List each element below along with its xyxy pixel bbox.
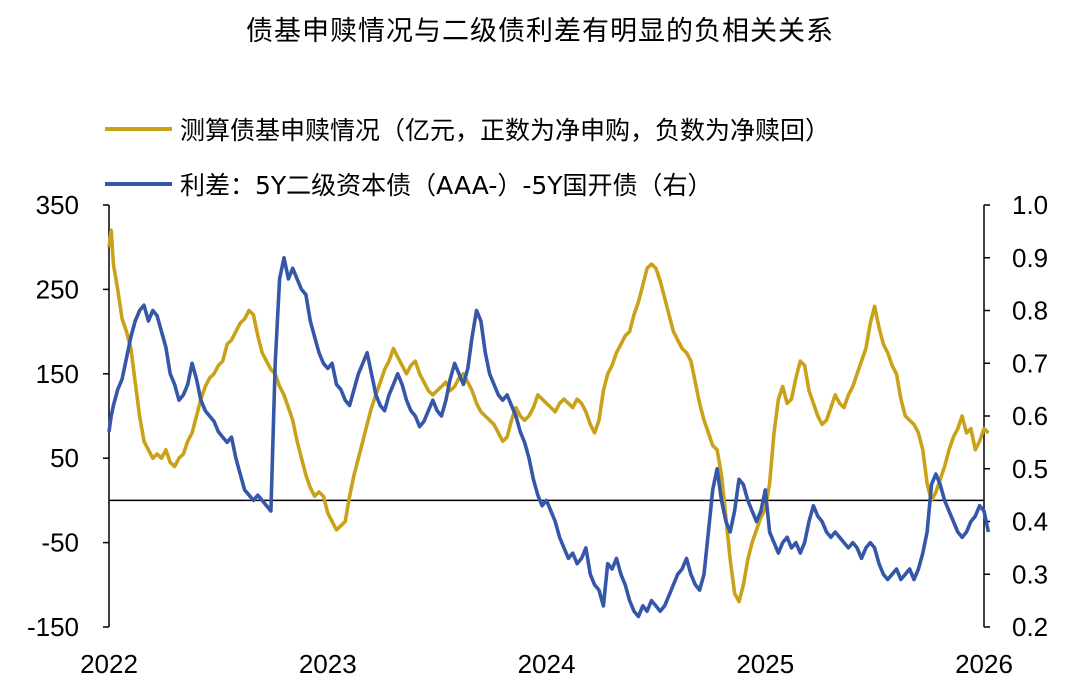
left-tick-label: 250 [36,274,79,304]
series-line-spread [107,256,991,619]
left-tick-label: 350 [36,190,79,220]
right-tick-label: 0.4 [1012,507,1048,537]
right-tick-label: 0.2 [1012,612,1048,642]
x-tick-label: 2025 [736,649,794,679]
chart-title: 债基申赎情况与二级债利差有明显的负相关关系 [246,16,834,47]
x-tick-label: 2026 [955,649,1013,679]
right-tick-label: 0.9 [1012,243,1048,273]
plot-lines [107,228,991,619]
right-tick-label: 0.7 [1012,348,1048,378]
axes: 350 250 150 50 -50 -150 1.0 0.9 0.8 0.7 0.6 0.5 0.4 0… [27,190,1048,679]
legend: 测算债基申赎情况（亿元，正数为净申购，负数为净赎回） 利差：5Y二级资本债（AA… [105,116,830,200]
right-tick-label: 0.5 [1012,454,1048,484]
left-tick-label: -50 [41,528,79,558]
x-tick-label: 2024 [518,649,576,679]
x-tick-label: 2022 [80,649,138,679]
series-line-fund-flow [107,228,990,604]
left-tick-label: 150 [36,359,79,389]
left-tick-label: -150 [27,612,79,642]
right-tick-label: 0.6 [1012,401,1048,431]
legend-label-fund-flow: 测算债基申赎情况（亿元，正数为净申购，负数为净赎回） [180,116,830,145]
right-tick-label: 0.8 [1012,296,1048,326]
legend-label-spread: 利差：5Y二级资本债（AAA-）-5Y国开债（右） [180,171,713,200]
x-tick-label: 2023 [299,649,357,679]
left-tick-label: 50 [50,443,79,473]
right-tick-label: 1.0 [1012,190,1048,220]
right-tick-label: 0.3 [1012,559,1048,589]
